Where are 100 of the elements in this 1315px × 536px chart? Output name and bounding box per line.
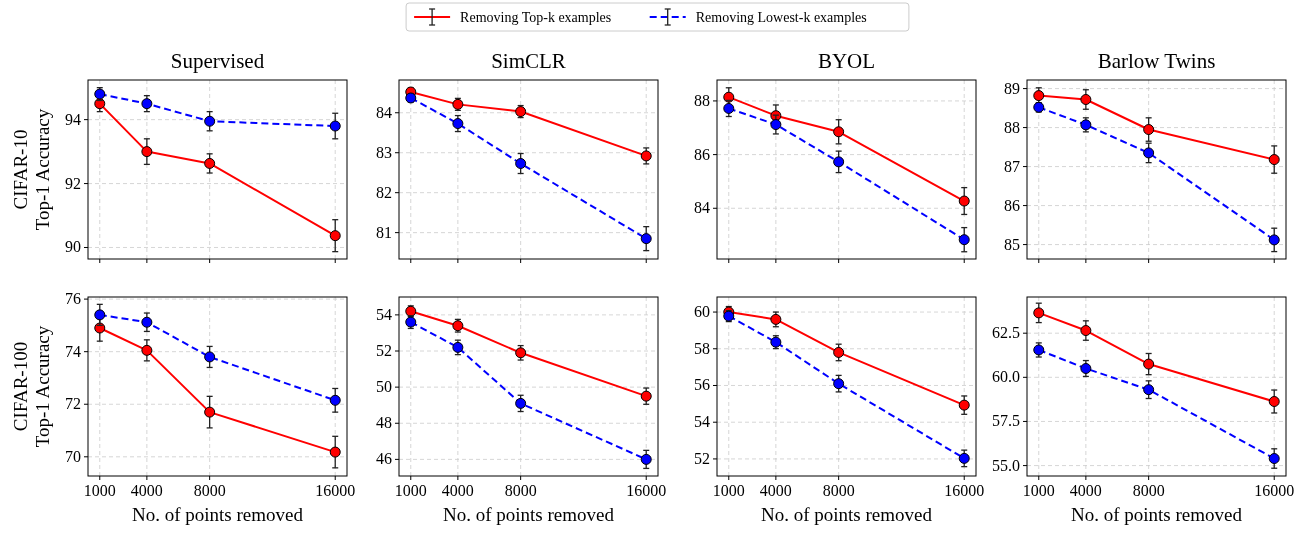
- y-tick-label: 82: [376, 183, 392, 201]
- x-tick-label: 16000: [1254, 482, 1295, 499]
- point: [833, 346, 845, 358]
- y-tick-label: 60.0: [992, 368, 1020, 386]
- y-tick-label: 62.5: [992, 324, 1020, 342]
- y-axis-title: CIFAR-10 Top-1 Accuracy: [10, 108, 53, 231]
- y-tick-label: 52: [376, 342, 392, 360]
- point: [1080, 94, 1092, 105]
- y-axis-title: CIFAR-100 Top-1 Accuracy: [10, 325, 53, 448]
- point: [958, 452, 970, 464]
- point: [640, 390, 652, 402]
- x-tick-label: 16000: [944, 482, 985, 499]
- point: [204, 351, 216, 363]
- chart-title: BYOL: [817, 49, 876, 73]
- y-tick-label: 86: [1004, 196, 1020, 214]
- point: [833, 156, 845, 168]
- point: [1080, 325, 1092, 337]
- point: [329, 230, 341, 242]
- y-tick-label: 55.0: [992, 456, 1020, 474]
- point: [329, 446, 341, 458]
- point: [204, 157, 216, 169]
- y-tick-label: 88: [1004, 118, 1020, 136]
- point: [204, 115, 216, 127]
- y-tick-label: 87: [1004, 157, 1020, 175]
- y-tick-label: 86: [694, 145, 710, 163]
- y-tick-label: 57.5: [992, 412, 1020, 430]
- point: [141, 146, 153, 158]
- point: [1080, 362, 1092, 374]
- point: [94, 309, 106, 321]
- point: [452, 118, 464, 130]
- x-tick-label: 16000: [315, 482, 356, 499]
- y-tick-label: 52: [694, 449, 710, 467]
- point: [958, 234, 970, 246]
- y-tick-label: 81: [376, 223, 392, 241]
- point: [958, 195, 970, 207]
- point: [1268, 396, 1280, 408]
- point: [1143, 147, 1155, 159]
- point: [515, 158, 527, 170]
- point: [452, 341, 464, 353]
- y-tick-label: 94: [65, 110, 81, 128]
- x-tick-label: 8000: [504, 482, 537, 499]
- y-tick-label: 84: [694, 199, 710, 217]
- y-tick-label: 72: [65, 395, 81, 413]
- y-tick-label: 60: [694, 303, 710, 321]
- x-tick-label: 8000: [193, 482, 226, 499]
- point: [833, 378, 845, 390]
- y-tick-label: 89: [1004, 79, 1020, 97]
- y-tick-label: 74: [65, 342, 81, 360]
- y-tick-label: 76: [65, 290, 81, 308]
- y-tick-label: 56: [694, 376, 710, 394]
- chart-title: SimCLR: [491, 49, 566, 73]
- x-tick-label: 8000: [1132, 482, 1165, 499]
- point: [204, 406, 216, 418]
- x-tick-label: 4000: [759, 482, 792, 499]
- chart-title: Barlow Twins: [1097, 49, 1216, 73]
- x-axis-title: No. of points removed: [1071, 504, 1243, 525]
- x-tick-label: 1000: [712, 482, 745, 499]
- y-tick-label: 54: [376, 305, 392, 323]
- y-tick-label: 50: [376, 378, 392, 396]
- y-tick-label: 54: [694, 413, 710, 431]
- legend-label: Removing Top-k examples: [460, 10, 612, 25]
- x-tick-label: 4000: [1069, 482, 1102, 499]
- x-tick-label: 4000: [130, 482, 163, 499]
- point: [141, 344, 153, 356]
- point: [723, 102, 735, 114]
- point: [640, 233, 652, 245]
- y-tick-label: 84: [376, 103, 392, 121]
- point: [1143, 358, 1155, 370]
- point: [958, 399, 970, 411]
- point: [329, 120, 341, 132]
- y-tick-label: 88: [694, 91, 710, 109]
- y-tick-label: 83: [376, 143, 392, 161]
- y-tick-label: 58: [694, 339, 710, 357]
- y-tick-label: 85: [1004, 235, 1020, 253]
- x-tick-label: 16000: [626, 482, 667, 499]
- point: [1268, 154, 1280, 166]
- point: [515, 397, 527, 409]
- point: [1143, 384, 1155, 396]
- x-tick-label: 1000: [1022, 482, 1055, 499]
- point: [833, 126, 845, 138]
- point: [141, 316, 153, 328]
- point: [640, 453, 652, 465]
- x-tick-label: 8000: [822, 482, 855, 499]
- x-tick-label: 1000: [394, 482, 427, 499]
- y-tick-label: 90: [65, 238, 81, 256]
- point: [1268, 453, 1280, 465]
- x-axis-title: No. of points removed: [761, 504, 933, 525]
- point: [1143, 124, 1155, 136]
- point: [1033, 307, 1045, 319]
- y-tick-label: 48: [376, 414, 392, 432]
- legend-label: Removing Lowest-k examples: [695, 10, 867, 25]
- x-tick-label: 4000: [441, 482, 474, 499]
- chart-title: Supervised: [170, 49, 265, 73]
- y-tick-label: 70: [65, 447, 81, 465]
- point: [329, 394, 341, 406]
- x-axis-title: No. of points removed: [443, 504, 615, 525]
- x-tick-label: 1000: [83, 482, 116, 499]
- y-tick-label: 46: [376, 450, 392, 468]
- x-axis-title: No. of points removed: [132, 504, 304, 525]
- y-tick-label: 92: [65, 174, 81, 192]
